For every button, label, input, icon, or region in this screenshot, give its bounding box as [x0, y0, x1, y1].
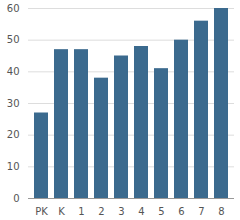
svg-text:1: 1: [78, 206, 84, 217]
svg-text:4: 4: [138, 206, 144, 217]
svg-text:6: 6: [178, 206, 184, 217]
svg-text:40: 40: [7, 66, 20, 77]
svg-text:20: 20: [7, 129, 20, 140]
svg-text:2: 2: [98, 206, 104, 217]
svg-text:50: 50: [7, 34, 20, 45]
svg-text:10: 10: [7, 161, 20, 172]
svg-text:7: 7: [198, 206, 204, 217]
svg-text:PK: PK: [35, 206, 48, 217]
svg-text:60: 60: [7, 3, 20, 14]
svg-text:8: 8: [218, 206, 224, 217]
svg-text:3: 3: [118, 206, 124, 217]
svg-text:5: 5: [158, 206, 164, 217]
svg-text:30: 30: [7, 98, 20, 109]
svg-text:K: K: [58, 206, 65, 217]
svg-text:0: 0: [13, 193, 19, 204]
